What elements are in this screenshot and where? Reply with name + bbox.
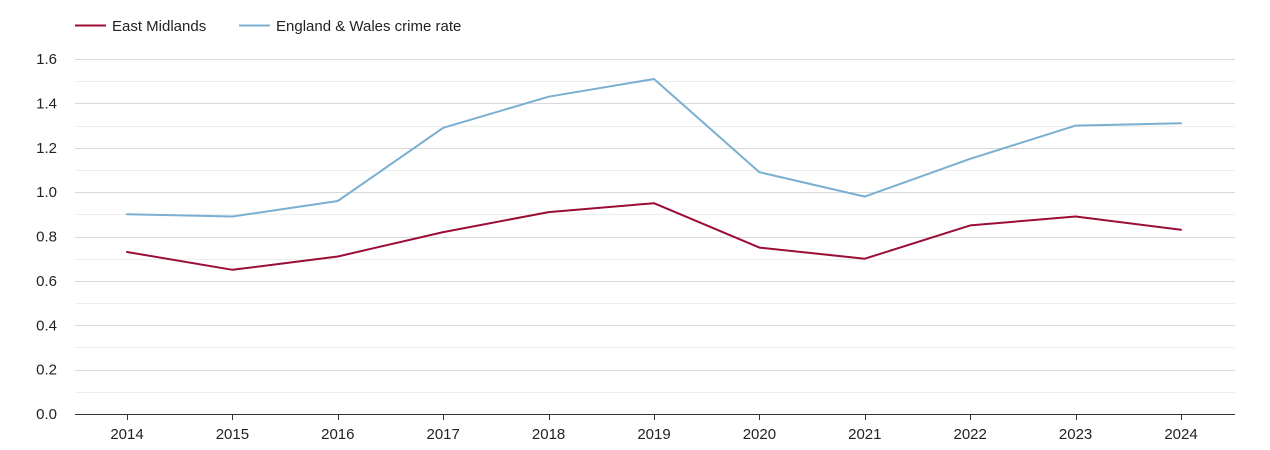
x-tick-label: 2020	[743, 426, 776, 443]
legend: East Midlands England & Wales crime rate	[75, 18, 461, 35]
x-tick-label: 2015	[216, 426, 249, 443]
series-line-england-wales	[126, 78, 1182, 218]
x-tick-label: 2023	[1059, 426, 1092, 443]
y-tick-label: 0.2	[36, 362, 57, 379]
y-tick-label: 1.0	[36, 184, 57, 201]
x-tick-label: 2019	[637, 426, 670, 443]
series-line-east-midlands	[126, 202, 1182, 271]
y-tick-label: 0.8	[36, 229, 57, 246]
legend-item-east-midlands[interactable]: East Midlands	[75, 18, 206, 35]
x-tick-label: 2018	[532, 426, 565, 443]
legend-label-east-midlands: East Midlands	[112, 18, 206, 35]
y-axis: 0.0 0.2 0.4 0.6 0.8 1.0 1.2 1.4 1.6	[36, 51, 57, 423]
y-tick-label: 0.0	[36, 406, 57, 423]
x-tick-label: 2016	[321, 426, 354, 443]
y-tick-label: 1.4	[36, 95, 57, 112]
legend-label-england-wales: England & Wales crime rate	[276, 18, 461, 35]
x-tick-label: 2014	[110, 426, 143, 443]
x-axis: 2014 2015 2016 2017 2018 2019 2020 2021 2022 2023…	[75, 414, 1235, 443]
series-lines	[126, 78, 1182, 271]
x-tick-label: 2017	[427, 426, 460, 443]
x-tick-label: 2022	[954, 426, 987, 443]
y-tick-label: 0.4	[36, 317, 57, 334]
y-tick-label: 1.2	[36, 140, 57, 157]
x-tick-label: 2021	[848, 426, 881, 443]
y-tick-label: 0.6	[36, 273, 57, 290]
y-tick-label: 1.6	[36, 51, 57, 68]
x-tick-label: 2024	[1164, 426, 1197, 443]
grid-lines	[75, 59, 1235, 393]
legend-item-england-wales[interactable]: England & Wales crime rate	[239, 18, 461, 35]
